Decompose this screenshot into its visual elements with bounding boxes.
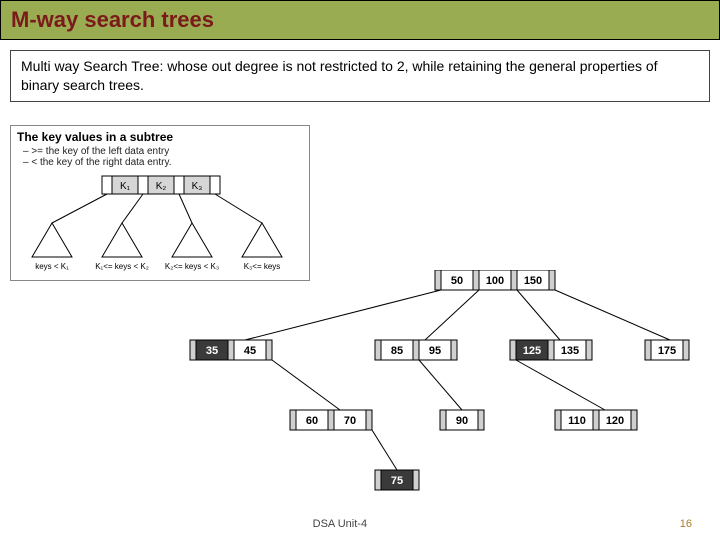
keybox-line1: – >= the key of the left data entry bbox=[23, 146, 303, 157]
svg-text:120: 120 bbox=[606, 415, 624, 427]
svg-text:90: 90 bbox=[456, 415, 468, 427]
key-values-box: The key values in a subtree – >= the key… bbox=[10, 125, 310, 281]
keybox-diagram: K₁ K₂ K₃ keys < K₁ K₁<= keys < K₂ K₂<= keys <… bbox=[17, 168, 307, 278]
svg-text:135: 135 bbox=[561, 345, 579, 357]
svg-text:95: 95 bbox=[429, 345, 441, 357]
svg-text:175: 175 bbox=[658, 345, 676, 357]
svg-text:45: 45 bbox=[244, 345, 256, 357]
svg-text:75: 75 bbox=[391, 475, 403, 487]
svg-text:85: 85 bbox=[391, 345, 403, 357]
footer-left: DSA Unit-4 bbox=[0, 518, 680, 530]
svg-text:K₁<= keys < K₂: K₁<= keys < K₂ bbox=[95, 262, 149, 271]
svg-text:70: 70 bbox=[344, 415, 356, 427]
description-text: Multi way Search Tree: whose out degree … bbox=[21, 58, 658, 93]
svg-text:60: 60 bbox=[306, 415, 318, 427]
svg-text:K₁: K₁ bbox=[120, 181, 131, 192]
title-bar: M-way search trees bbox=[0, 0, 720, 40]
svg-text:50: 50 bbox=[451, 275, 463, 287]
svg-text:150: 150 bbox=[524, 275, 542, 287]
svg-text:110: 110 bbox=[568, 415, 586, 427]
svg-text:K₂<= keys < K₃: K₂<= keys < K₃ bbox=[165, 262, 219, 271]
svg-text:keys < K₁: keys < K₁ bbox=[35, 262, 69, 271]
footer: DSA Unit-4 16 bbox=[0, 518, 720, 530]
page-title: M-way search trees bbox=[11, 7, 709, 33]
keybox-line2: – < the key of the right data entry. bbox=[23, 157, 303, 168]
description-box: Multi way Search Tree: whose out degree … bbox=[10, 50, 710, 102]
keybox-title: The key values in a subtree bbox=[17, 130, 303, 144]
svg-text:K₃: K₃ bbox=[192, 181, 203, 192]
svg-text:35: 35 bbox=[206, 345, 218, 357]
footer-right: 16 bbox=[680, 518, 692, 530]
svg-text:100: 100 bbox=[486, 275, 504, 287]
svg-text:K₃<= keys: K₃<= keys bbox=[244, 262, 281, 271]
svg-text:K₂: K₂ bbox=[156, 181, 167, 192]
btree-diagram: 50 100 150 35 45 85 95 125 135 175 60 70 90 110 120 75 bbox=[160, 270, 715, 500]
svg-text:125: 125 bbox=[523, 345, 541, 357]
